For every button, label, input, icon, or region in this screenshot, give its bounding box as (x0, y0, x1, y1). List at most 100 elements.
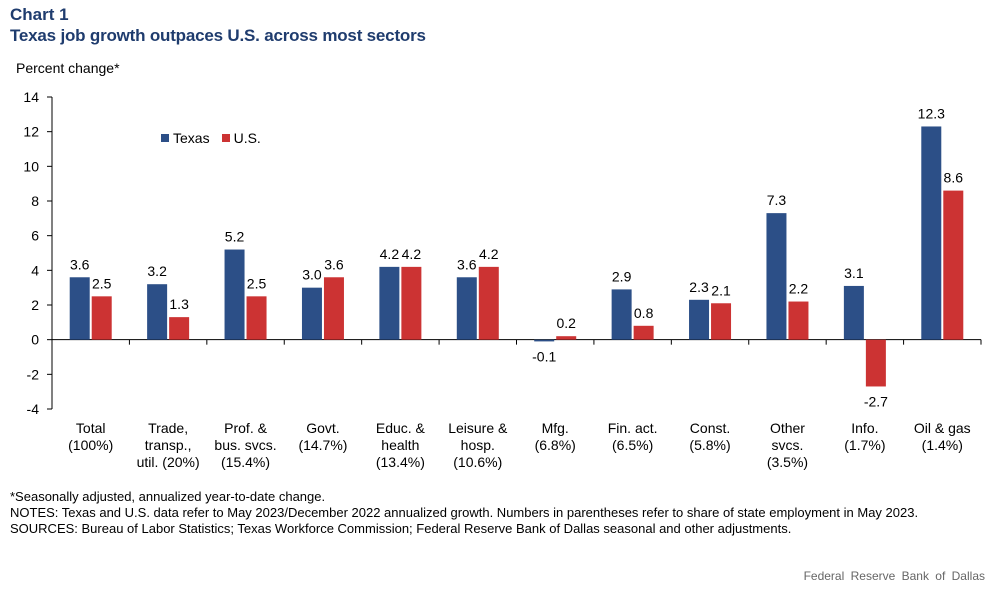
data-label-texas: 5.2 (225, 229, 245, 245)
legend-swatch-us (221, 134, 230, 142)
bar-us (865, 339, 886, 387)
bar-us (633, 325, 654, 340)
x-category-label: transp., (145, 437, 192, 453)
y-tick-label: 12 (23, 124, 39, 140)
y-axis-unit-label: Percent change* (16, 60, 120, 76)
legend-swatch-texas (161, 134, 169, 142)
data-label-texas: 12.3 (918, 105, 945, 121)
x-category-label: (3.5%) (767, 454, 808, 470)
x-category-label: (100%) (68, 437, 113, 453)
bar-chart: -4-2024681012143.62.5Total(100%)3.21.3Tr… (23, 89, 982, 470)
data-label-texas: 4.2 (380, 246, 400, 262)
data-label-us: 0.8 (634, 305, 654, 321)
data-label-us: 1.3 (169, 296, 189, 312)
data-label-us: -2.7 (864, 393, 888, 409)
bar-us (91, 296, 112, 340)
y-tick-label: 6 (31, 228, 39, 244)
data-label-texas: 3.6 (457, 256, 477, 272)
bar-texas (301, 287, 322, 340)
legend-item-us: U.S. (221, 130, 261, 146)
bar-us (788, 301, 809, 340)
x-category-label: (5.8%) (689, 437, 730, 453)
x-category-label: Educ. & (376, 420, 426, 436)
x-category-label: hosp. (461, 437, 495, 453)
data-label-texas: 3.6 (70, 256, 90, 272)
data-label-us: 0.2 (556, 315, 576, 331)
y-tick-label: 0 (31, 332, 39, 348)
bar-us (246, 296, 267, 340)
y-tick-label: 4 (31, 262, 39, 278)
data-label-us: 2.1 (711, 282, 731, 298)
data-label-us: 3.6 (324, 256, 344, 272)
source-credit: Federal Reserve Bank of Dallas (803, 569, 985, 583)
notes-text: NOTES: Texas and U.S. data refer to May … (10, 505, 919, 520)
bar-texas (69, 277, 90, 340)
x-category-label: Oil & gas (914, 420, 971, 436)
x-category-label: Total (76, 420, 106, 436)
notes-block: *Seasonally adjusted, annualized year-to… (10, 489, 988, 537)
legend-label-us: U.S. (233, 130, 261, 146)
y-tick-label: -2 (27, 366, 40, 382)
bar-texas (611, 289, 632, 340)
x-category-label: (1.4%) (922, 437, 963, 453)
data-label-texas: 3.2 (147, 263, 167, 279)
legend-label-texas: Texas (173, 130, 210, 146)
x-category-label: (10.6%) (453, 454, 502, 470)
data-label-us: 2.5 (247, 275, 267, 291)
bar-us (478, 266, 499, 340)
data-label-texas: 2.9 (612, 268, 632, 284)
data-label-us: 8.6 (944, 170, 964, 186)
data-label-texas: -0.1 (532, 348, 556, 364)
x-category-label: Leisure & (448, 420, 508, 436)
bar-texas (534, 339, 555, 342)
x-category-label: (13.4%) (376, 454, 425, 470)
data-label-us: 4.2 (402, 246, 422, 262)
data-label-texas: 2.3 (689, 279, 709, 295)
bar-us (556, 336, 577, 340)
bar-texas (456, 277, 477, 340)
chart-number: Chart 1 (10, 5, 69, 24)
x-category-label: bus. svcs. (214, 437, 276, 453)
bar-us (943, 190, 964, 340)
bar-texas (147, 284, 168, 340)
bar-us (711, 303, 732, 340)
x-category-label: (1.7%) (844, 437, 885, 453)
x-category-label: util. (20%) (137, 454, 200, 470)
bar-us (323, 277, 344, 340)
y-tick-label: 14 (23, 89, 39, 105)
x-category-label: (6.8%) (535, 437, 576, 453)
y-tick-label: 2 (31, 297, 39, 313)
data-label-us: 2.5 (92, 275, 112, 291)
x-category-label: Other (770, 420, 805, 436)
x-category-label: Const. (690, 420, 730, 436)
y-tick-label: 8 (31, 193, 39, 209)
bar-us (169, 317, 190, 340)
chart-title: Texas job growth outpaces U.S. across mo… (10, 26, 426, 45)
x-category-label: (14.7%) (298, 437, 347, 453)
legend-item-texas: Texas (161, 130, 210, 146)
data-label-us: 4.2 (479, 246, 499, 262)
x-category-label: Prof. & (224, 420, 267, 436)
footnote: *Seasonally adjusted, annualized year-to… (10, 489, 326, 504)
data-label-texas: 7.3 (767, 192, 787, 208)
y-tick-label: -4 (27, 401, 40, 417)
bar-texas (689, 299, 710, 340)
x-category-label: Trade, (148, 420, 188, 436)
bar-texas (843, 285, 864, 340)
data-label-us: 2.2 (789, 281, 809, 297)
sources-text: SOURCES: Bureau of Labor Statistics; Tex… (10, 521, 792, 536)
x-category-label: health (381, 437, 419, 453)
data-label-texas: 3.0 (302, 267, 322, 283)
x-category-label: (6.5%) (612, 437, 653, 453)
bar-texas (224, 249, 245, 340)
x-category-label: Info. (851, 420, 878, 436)
x-category-label: Govt. (306, 420, 339, 436)
y-tick-label: 10 (23, 158, 39, 174)
bar-us (401, 266, 422, 340)
x-category-label: svcs. (772, 437, 804, 453)
x-category-label: (15.4%) (221, 454, 270, 470)
legend: Texas U.S. (161, 130, 273, 146)
x-category-label: Mfg. (542, 420, 569, 436)
data-label-texas: 3.1 (844, 265, 864, 281)
bar-texas (766, 213, 787, 340)
